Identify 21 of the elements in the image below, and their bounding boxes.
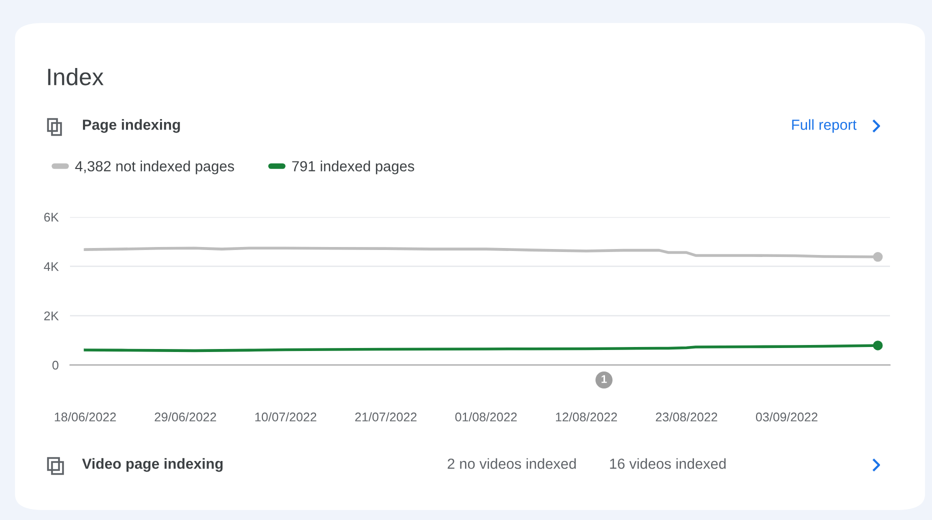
x-tick-label: 21/07/2022	[355, 412, 417, 422]
text: 16 videos indexed	[610, 458, 726, 469]
legend-label: 4,382 not indexed pages	[75, 160, 234, 174]
x-tick-label: 01/08/2022	[455, 412, 517, 422]
text: Video page indexing	[82, 458, 223, 472]
x-tick-label: 18/06/2022	[54, 412, 116, 422]
y-tick-label: 2K	[44, 311, 59, 320]
y-tick-label: 0	[52, 360, 58, 370]
chart-subtitle: Page indexing	[82, 119, 180, 133]
legend-label: 791 indexed pages	[292, 160, 414, 174]
text: 1	[602, 375, 607, 383]
text: Full report	[792, 119, 857, 133]
x-tick-label: 10/07/2022	[255, 412, 316, 422]
y-tick-label: 6K	[44, 212, 59, 222]
y-tick-label: 4K	[44, 262, 59, 271]
x-tick-label: 23/08/2022	[656, 412, 718, 422]
x-tick-label: 12/08/2022	[556, 412, 617, 422]
text: 2 no videos indexed	[448, 458, 576, 469]
x-tick-label: 29/06/2022	[154, 412, 216, 422]
x-tick-label: 03/09/2022	[756, 412, 818, 422]
chart-title: Index	[48, 68, 104, 86]
